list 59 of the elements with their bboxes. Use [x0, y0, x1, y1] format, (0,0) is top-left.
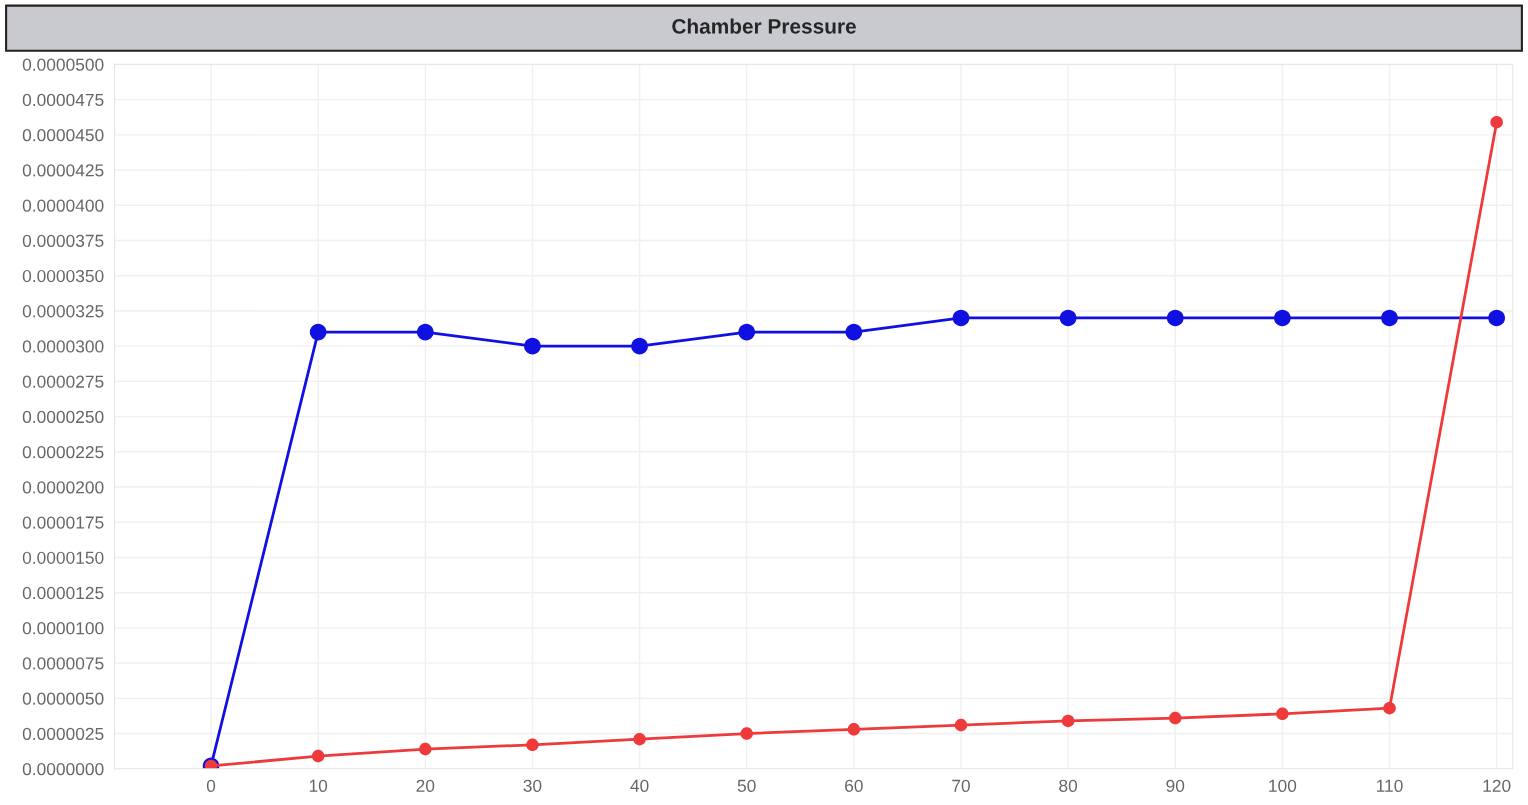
y-tick-label: 0.0000175: [22, 516, 104, 529]
x-tick-label: 30: [523, 779, 542, 792]
x-tick-label: 110: [1377, 779, 1403, 792]
y-tick-label: 0.0000425: [22, 164, 104, 177]
point: [1383, 701, 1396, 715]
point: [1488, 309, 1505, 327]
y-tick-label: 0.0000075: [22, 657, 104, 670]
x-tick-label: 90: [1166, 779, 1185, 792]
point: [740, 727, 753, 740]
point: [526, 738, 539, 752]
point: [845, 323, 863, 341]
y-tick-label: 0.0000100: [22, 622, 104, 635]
chart-title: Chamber Pressure: [672, 18, 856, 34]
y-tick-label: 0.0000000: [22, 762, 104, 776]
x-tick-label: 80: [1059, 779, 1078, 792]
y-tick-label: 0.0000250: [22, 410, 104, 424]
point: [954, 718, 968, 732]
y-tick-label: 0.0000400: [22, 199, 104, 212]
point: [1061, 714, 1075, 728]
point: [1490, 115, 1503, 129]
y-tick-label: 0.0000225: [22, 445, 104, 459]
point: [419, 742, 432, 756]
x-tick-label: 100: [1269, 779, 1297, 792]
point: [311, 749, 325, 763]
point: [1276, 707, 1289, 721]
point: [1059, 309, 1077, 327]
y-tick-label: 0.0000200: [22, 481, 104, 494]
y-tick-label: 0.0000300: [22, 340, 104, 353]
point: [1381, 309, 1398, 327]
point: [309, 323, 327, 341]
y-tick-label: 0.0000275: [22, 375, 104, 388]
y-tick-label: 0.0000500: [22, 58, 104, 71]
y-tick-label: 0.0000350: [22, 269, 104, 283]
x-tick-label: 0: [206, 779, 216, 792]
y-tick-label: 0.0000475: [22, 93, 104, 107]
x-tick-label: 10: [309, 779, 328, 792]
point: [1168, 711, 1182, 725]
point: [847, 723, 861, 736]
x-tick-label: 50: [737, 779, 756, 792]
x-tick-label: 20: [416, 779, 435, 792]
y-tick-label: 0.0000375: [22, 234, 104, 247]
point: [1166, 309, 1184, 327]
x-tick-label: 120: [1483, 779, 1511, 792]
point: [633, 732, 646, 746]
x-tick-label: 60: [845, 779, 863, 792]
y-tick-label: 0.0000125: [22, 586, 104, 600]
x-tick-label: 70: [952, 779, 970, 792]
y-tick-label: 0.0000025: [22, 727, 104, 741]
y-tick-label: 0.0000325: [22, 305, 104, 318]
y-tick-label: 0.0000150: [22, 551, 104, 564]
x-tick-label: 40: [630, 779, 649, 792]
point: [738, 323, 756, 341]
point: [952, 309, 970, 327]
point: [416, 323, 434, 341]
point: [1274, 309, 1291, 327]
y-tick-label: 0.0000450: [22, 129, 104, 142]
point: [524, 337, 541, 355]
point: [631, 337, 648, 355]
y-tick-label: 0.0000050: [22, 692, 104, 705]
